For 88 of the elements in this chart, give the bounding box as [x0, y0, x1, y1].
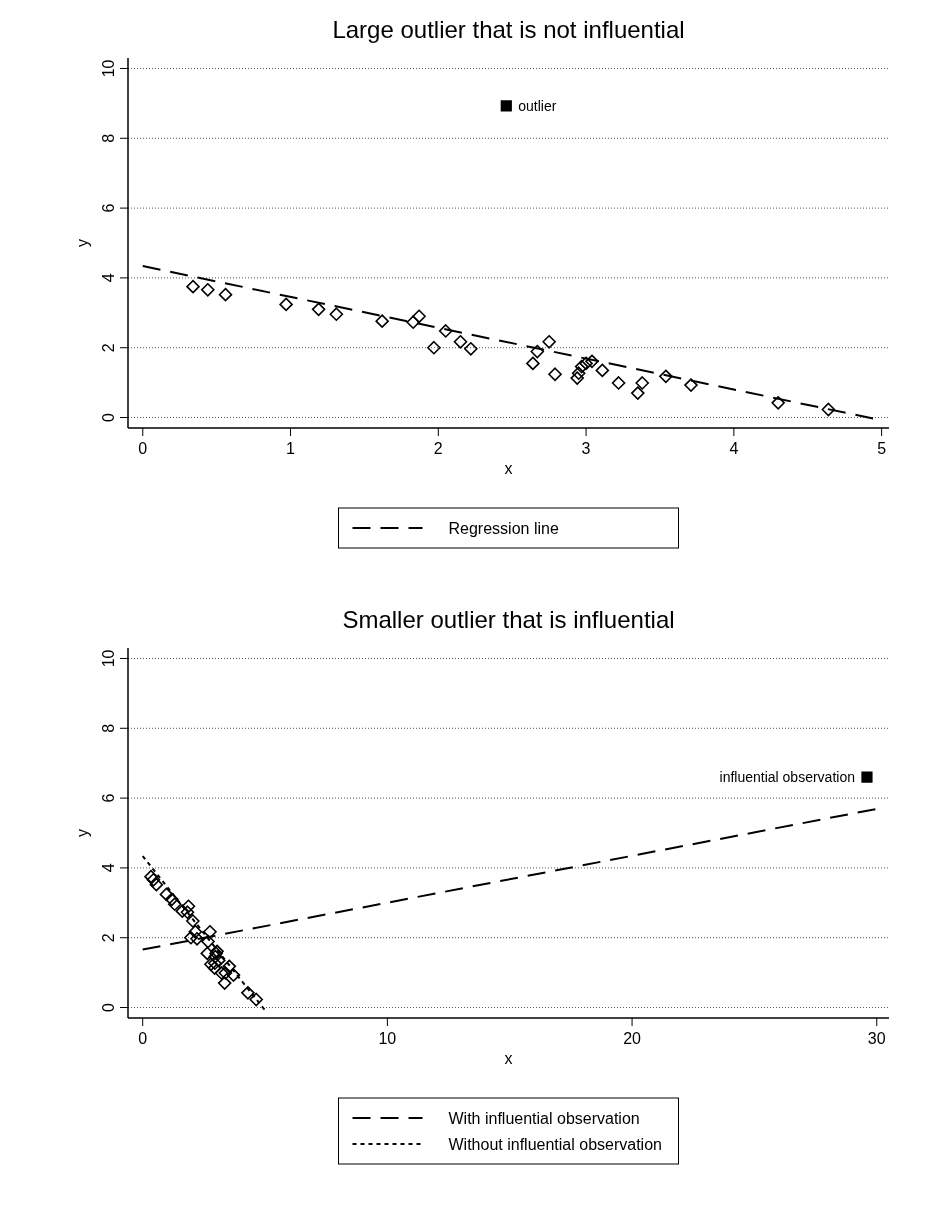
point	[375, 314, 389, 328]
x-axis-title: x	[504, 460, 513, 477]
point	[611, 376, 626, 390]
point	[500, 100, 512, 112]
point	[249, 992, 264, 1007]
point	[438, 324, 453, 338]
x-tick-label: 4	[729, 440, 739, 457]
point	[165, 892, 179, 907]
x-tick-label: 0	[138, 1030, 148, 1047]
x-tick-label: 0	[138, 440, 148, 457]
point	[188, 924, 203, 939]
y-tick-label: 0	[100, 1002, 117, 1012]
x-tick-label: 10	[378, 1030, 397, 1047]
point	[149, 877, 164, 892]
point	[167, 897, 182, 912]
point	[526, 356, 540, 371]
x-tick-label: 30	[867, 1030, 886, 1047]
point	[574, 359, 589, 374]
y-tick-label: 4	[100, 273, 117, 283]
point	[181, 899, 196, 914]
point	[175, 904, 190, 918]
y-axis-title: y	[74, 239, 91, 247]
point	[659, 369, 673, 384]
point	[200, 282, 215, 297]
chart-title: Large outlier that is not influential	[332, 16, 685, 43]
point	[821, 402, 836, 417]
point	[595, 363, 610, 378]
point	[203, 924, 217, 939]
point	[207, 961, 222, 975]
point	[214, 966, 229, 980]
y-tick-label: 6	[100, 793, 117, 803]
y-tick-label: 2	[100, 933, 117, 943]
point	[530, 344, 545, 359]
x-axis-title: x	[504, 1050, 513, 1067]
y-tick-label: 6	[100, 203, 117, 213]
x-tick-label: 20	[623, 1030, 642, 1047]
point	[571, 366, 586, 380]
point	[453, 334, 468, 349]
y-tick-label: 0	[100, 412, 117, 422]
point	[218, 966, 233, 980]
point	[279, 297, 293, 312]
point	[684, 378, 698, 392]
point	[217, 976, 232, 990]
chart-title: Smaller outlier that is influential	[342, 606, 675, 633]
point	[406, 315, 420, 330]
x-tick-label: 2	[433, 440, 443, 457]
y-tick-label: 4	[100, 863, 117, 873]
point	[226, 968, 241, 982]
point	[585, 354, 599, 369]
point	[222, 959, 237, 974]
point	[211, 953, 226, 968]
legend-label: With influential observation	[448, 1110, 640, 1127]
point	[218, 287, 233, 302]
point	[635, 376, 650, 390]
point	[186, 914, 200, 928]
point	[184, 930, 198, 945]
point	[861, 771, 873, 783]
point	[241, 986, 255, 1000]
annotation: influential observation	[719, 769, 855, 786]
x-tick-label: 1	[286, 440, 296, 457]
point	[631, 386, 645, 400]
y-tick-label: 10	[100, 649, 117, 668]
point	[311, 302, 326, 317]
annotation: outlier	[518, 97, 557, 114]
point	[570, 371, 585, 385]
x-tick-label: 5	[877, 440, 887, 457]
point	[208, 956, 222, 970]
point	[204, 957, 218, 972]
point	[548, 367, 562, 382]
x-tick-label: 3	[581, 440, 591, 457]
point	[771, 396, 785, 410]
point	[464, 341, 478, 356]
point	[159, 887, 174, 902]
y-tick-label: 8	[100, 133, 117, 143]
y-tick-label: 10	[100, 59, 117, 78]
point	[427, 340, 441, 355]
point	[180, 905, 195, 920]
legend-label: Without influential observation	[448, 1136, 662, 1153]
point	[190, 931, 204, 946]
point	[412, 309, 426, 324]
point	[186, 279, 200, 294]
point	[579, 356, 593, 371]
y-axis-title: y	[74, 829, 91, 837]
y-tick-label: 8	[100, 723, 117, 733]
point	[542, 334, 556, 349]
y-tick-label: 2	[100, 343, 117, 353]
legend-label: Regression line	[448, 520, 559, 537]
point	[329, 307, 344, 322]
